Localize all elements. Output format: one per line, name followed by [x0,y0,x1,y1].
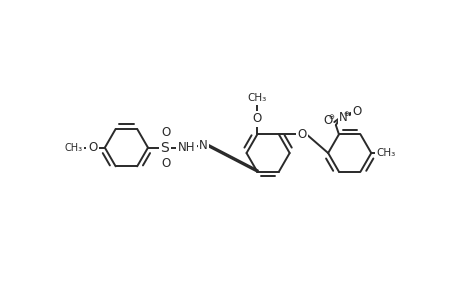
Text: N: N [199,139,207,152]
Text: O: O [252,112,261,125]
Text: O: O [323,114,332,127]
Text: S: S [160,141,169,155]
Text: CH₃: CH₃ [64,143,82,153]
Text: O: O [88,141,97,154]
Text: CH₃: CH₃ [247,93,266,103]
Text: CH₃: CH₃ [375,148,395,158]
Text: O: O [352,105,361,118]
Text: O: O [162,126,171,139]
Text: ⊖: ⊖ [328,114,333,120]
Text: O: O [162,157,171,169]
Text: N: N [338,111,347,124]
Text: ⊕: ⊕ [343,111,349,117]
Text: NH: NH [177,141,195,154]
Text: O: O [297,128,306,141]
